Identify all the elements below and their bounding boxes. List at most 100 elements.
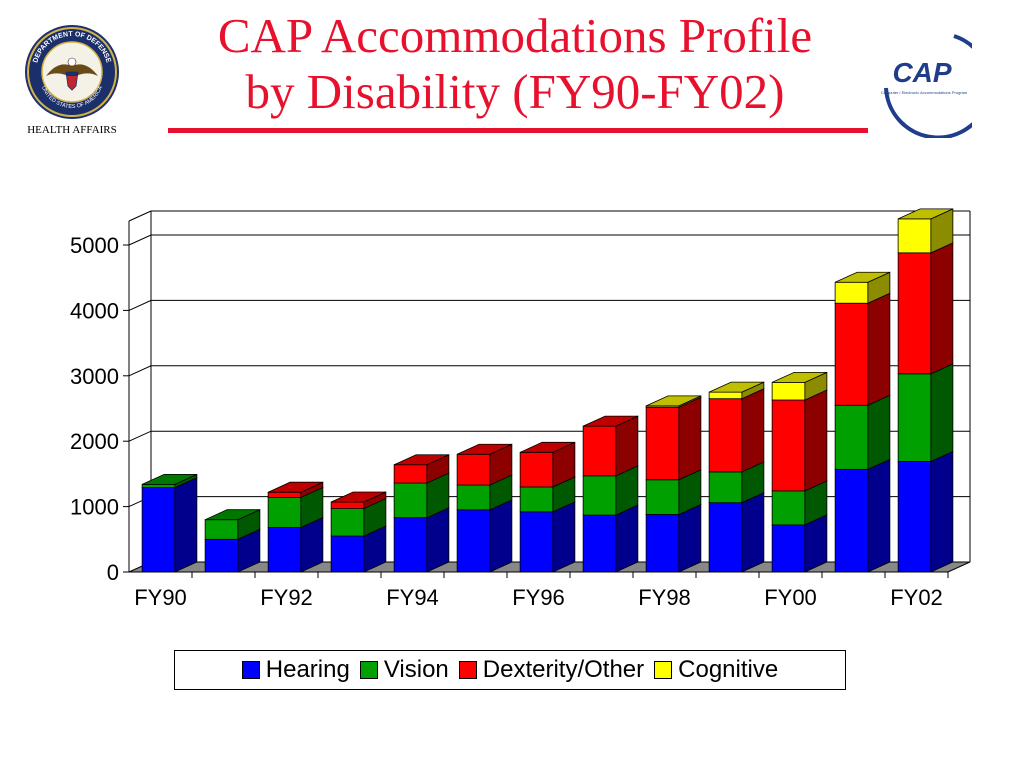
bar-segment bbox=[834, 468, 869, 573]
bar-segment bbox=[267, 491, 302, 498]
legend-item: Dexterity/Other bbox=[458, 656, 644, 684]
bar-segment-side bbox=[174, 477, 198, 573]
x-axis-tick-labels: FY90 FY92 FY94 FY96 FY98 FY00 FY02 bbox=[134, 572, 949, 610]
bar-segment-side bbox=[930, 450, 954, 573]
bar-segment bbox=[141, 483, 176, 489]
seal-caption: HEALTH AFFAIRS bbox=[27, 124, 117, 136]
bar-segment bbox=[834, 302, 869, 406]
y-tick-label: 2000 bbox=[70, 429, 119, 454]
bar-segment-top bbox=[582, 415, 639, 427]
bar-segment bbox=[582, 514, 617, 573]
bar-segment bbox=[708, 391, 743, 400]
bar-segment bbox=[708, 502, 743, 573]
bar-segment-side bbox=[804, 389, 828, 492]
logo-subtext: Computer / Electronic Accommodations Pro… bbox=[881, 90, 968, 95]
bar-stack bbox=[456, 443, 513, 573]
bar-segment bbox=[393, 517, 428, 573]
bar-segment bbox=[771, 490, 806, 526]
legend-swatch bbox=[359, 661, 378, 679]
dod-seal-logo: DEPARTMENT OF DEFENSE UNITED STATES OF A… bbox=[25, 25, 119, 119]
bar-stack bbox=[330, 491, 387, 573]
bar-segment bbox=[393, 482, 428, 519]
title-underline bbox=[168, 128, 868, 133]
bar-segment bbox=[897, 461, 932, 573]
y-axis-tick-labels: 0 1000 2000 3000 4000 5000 bbox=[70, 233, 129, 585]
bar-segment-top bbox=[204, 509, 261, 521]
bar-segment bbox=[897, 218, 932, 254]
bar-segment-side bbox=[678, 503, 702, 573]
x-tick-label: FY92 bbox=[260, 585, 313, 610]
legend-item: Vision bbox=[359, 656, 449, 684]
bar-segment-side bbox=[741, 388, 765, 473]
bar-stack bbox=[834, 271, 891, 573]
legend-label: Hearing bbox=[265, 656, 350, 683]
bar-segment-side bbox=[867, 292, 891, 406]
legend-item: Hearing bbox=[241, 656, 350, 684]
x-tick-label: FY96 bbox=[512, 585, 565, 610]
bar-stack bbox=[582, 415, 639, 573]
bar-stack bbox=[141, 473, 198, 573]
bar-segment bbox=[645, 479, 680, 515]
bar-segment-side bbox=[867, 394, 891, 470]
legend-label: Vision bbox=[383, 656, 449, 683]
bar-segment bbox=[897, 373, 932, 462]
bar-segment bbox=[582, 475, 617, 516]
chart-bars bbox=[141, 208, 954, 573]
bar-segment-top bbox=[834, 271, 891, 283]
bar-stack bbox=[771, 371, 828, 573]
bar-segment bbox=[519, 486, 554, 513]
x-tick-label: FY02 bbox=[890, 585, 943, 610]
bar-stack bbox=[645, 395, 702, 573]
y-tick-label: 3000 bbox=[70, 364, 119, 389]
bar-segment-top bbox=[456, 443, 513, 455]
legend-item: Cognitive bbox=[654, 656, 778, 684]
bar-segment bbox=[645, 406, 680, 481]
bar-segment bbox=[519, 451, 554, 488]
bar-stack bbox=[393, 454, 450, 573]
bar-segment bbox=[519, 511, 554, 573]
bar-segment-side bbox=[867, 458, 891, 573]
bar-stack bbox=[204, 509, 261, 573]
side-wall-top-edge bbox=[128, 210, 152, 222]
bar-segment-top bbox=[645, 395, 702, 407]
y-tick-label: 1000 bbox=[70, 495, 119, 520]
bar-segment-top bbox=[897, 208, 954, 220]
bar-segment bbox=[771, 399, 806, 492]
logo-text: CAP bbox=[892, 57, 951, 88]
bar-segment-side bbox=[426, 507, 450, 573]
bar-segment bbox=[834, 281, 869, 304]
bar-stack bbox=[708, 381, 765, 573]
bar-segment bbox=[771, 524, 806, 573]
legend-swatch bbox=[458, 661, 477, 679]
bar-segment bbox=[834, 404, 869, 470]
gridline bbox=[128, 365, 970, 377]
bar-segment bbox=[267, 527, 302, 573]
bar-segment-side bbox=[615, 504, 639, 573]
bar-segment-side bbox=[930, 363, 954, 463]
bar-segment bbox=[267, 497, 302, 528]
bar-segment bbox=[204, 519, 239, 540]
y-tick-label: 0 bbox=[107, 560, 119, 585]
bar-segment-top bbox=[267, 481, 324, 493]
title-line-1: CAP Accommodations Profile bbox=[217, 8, 813, 63]
bar-segment-top bbox=[519, 441, 576, 453]
legend-label: Cognitive bbox=[678, 656, 779, 683]
x-tick-label: FY94 bbox=[386, 585, 439, 610]
bar-segment bbox=[645, 514, 680, 573]
bar-segment bbox=[771, 381, 806, 401]
legend-swatch bbox=[241, 661, 260, 679]
bar-segment-side bbox=[552, 501, 576, 573]
bar-segment bbox=[141, 487, 176, 573]
bar-segment-top bbox=[330, 491, 387, 503]
y-tick-label: 4000 bbox=[70, 298, 119, 323]
bar-segment-side bbox=[678, 396, 702, 481]
bar-segment bbox=[393, 464, 428, 484]
chart-legend: Hearing Vision Dexterity/Other Cognitive bbox=[174, 650, 846, 690]
bar-segment bbox=[330, 535, 365, 573]
bar-segment-top bbox=[141, 473, 198, 485]
x-tick-label: FY90 bbox=[134, 585, 187, 610]
cap-program-logo: CAP Computer / Electronic Accommodations… bbox=[881, 34, 972, 138]
bar-segment bbox=[456, 509, 491, 573]
x-tick-label: FY00 bbox=[764, 585, 817, 610]
